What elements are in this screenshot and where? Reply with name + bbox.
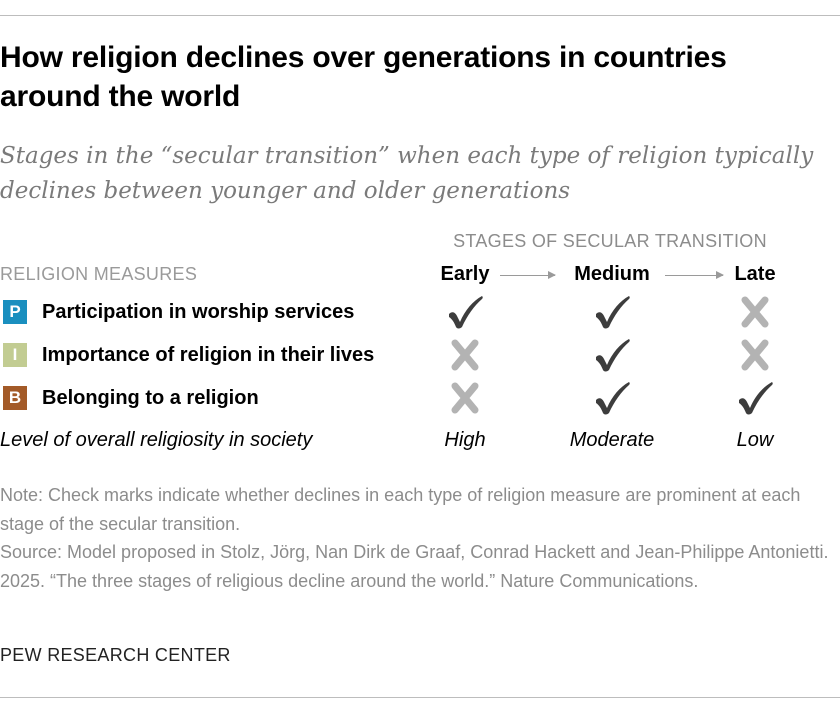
measure-badge: B — [3, 386, 27, 410]
check-icon — [592, 337, 632, 373]
check-icon — [445, 294, 485, 330]
religiosity-late: Low — [736, 429, 774, 451]
bottom-rule — [0, 697, 840, 698]
measures-header: RELIGION MEASURES — [0, 264, 198, 284]
stages-header: STAGES OF SECULAR TRANSITION — [453, 231, 767, 251]
stage-medium: Medium — [574, 263, 650, 285]
top-rule — [0, 15, 840, 16]
measure-label: Participation in worship services — [42, 301, 355, 323]
branding: PEW RESEARCH CENTER — [0, 645, 231, 665]
religiosity-medium: Moderate — [569, 429, 655, 451]
note: Note: Check marks indicate whether decli… — [0, 485, 801, 534]
x-icon — [735, 294, 775, 330]
x-icon — [445, 380, 485, 416]
measure-badge: I — [3, 343, 27, 367]
check-icon — [592, 294, 632, 330]
stage-late: Late — [734, 263, 776, 285]
religiosity-early: High — [444, 429, 486, 451]
notes: Note: Check marks indicate whether decli… — [0, 481, 835, 595]
check-icon — [592, 380, 632, 416]
stage-early: Early — [440, 263, 490, 285]
title: How religion declines over generations i… — [0, 41, 727, 113]
measure-label: Importance of religion in their lives — [42, 344, 375, 366]
measure-label: Belonging to a religion — [42, 387, 259, 409]
check-icon — [735, 380, 775, 416]
arrow-icon — [665, 271, 724, 279]
arrow-icon — [500, 271, 556, 279]
religiosity-label: Level of overall religiosity in society — [0, 429, 313, 451]
measure-badge: P — [3, 300, 27, 324]
subtitle: Stages in the “secular transition” when … — [0, 143, 814, 204]
x-icon — [445, 337, 485, 373]
x-icon — [735, 337, 775, 373]
source: Source: Model proposed in Stolz, Jörg, N… — [0, 542, 829, 591]
